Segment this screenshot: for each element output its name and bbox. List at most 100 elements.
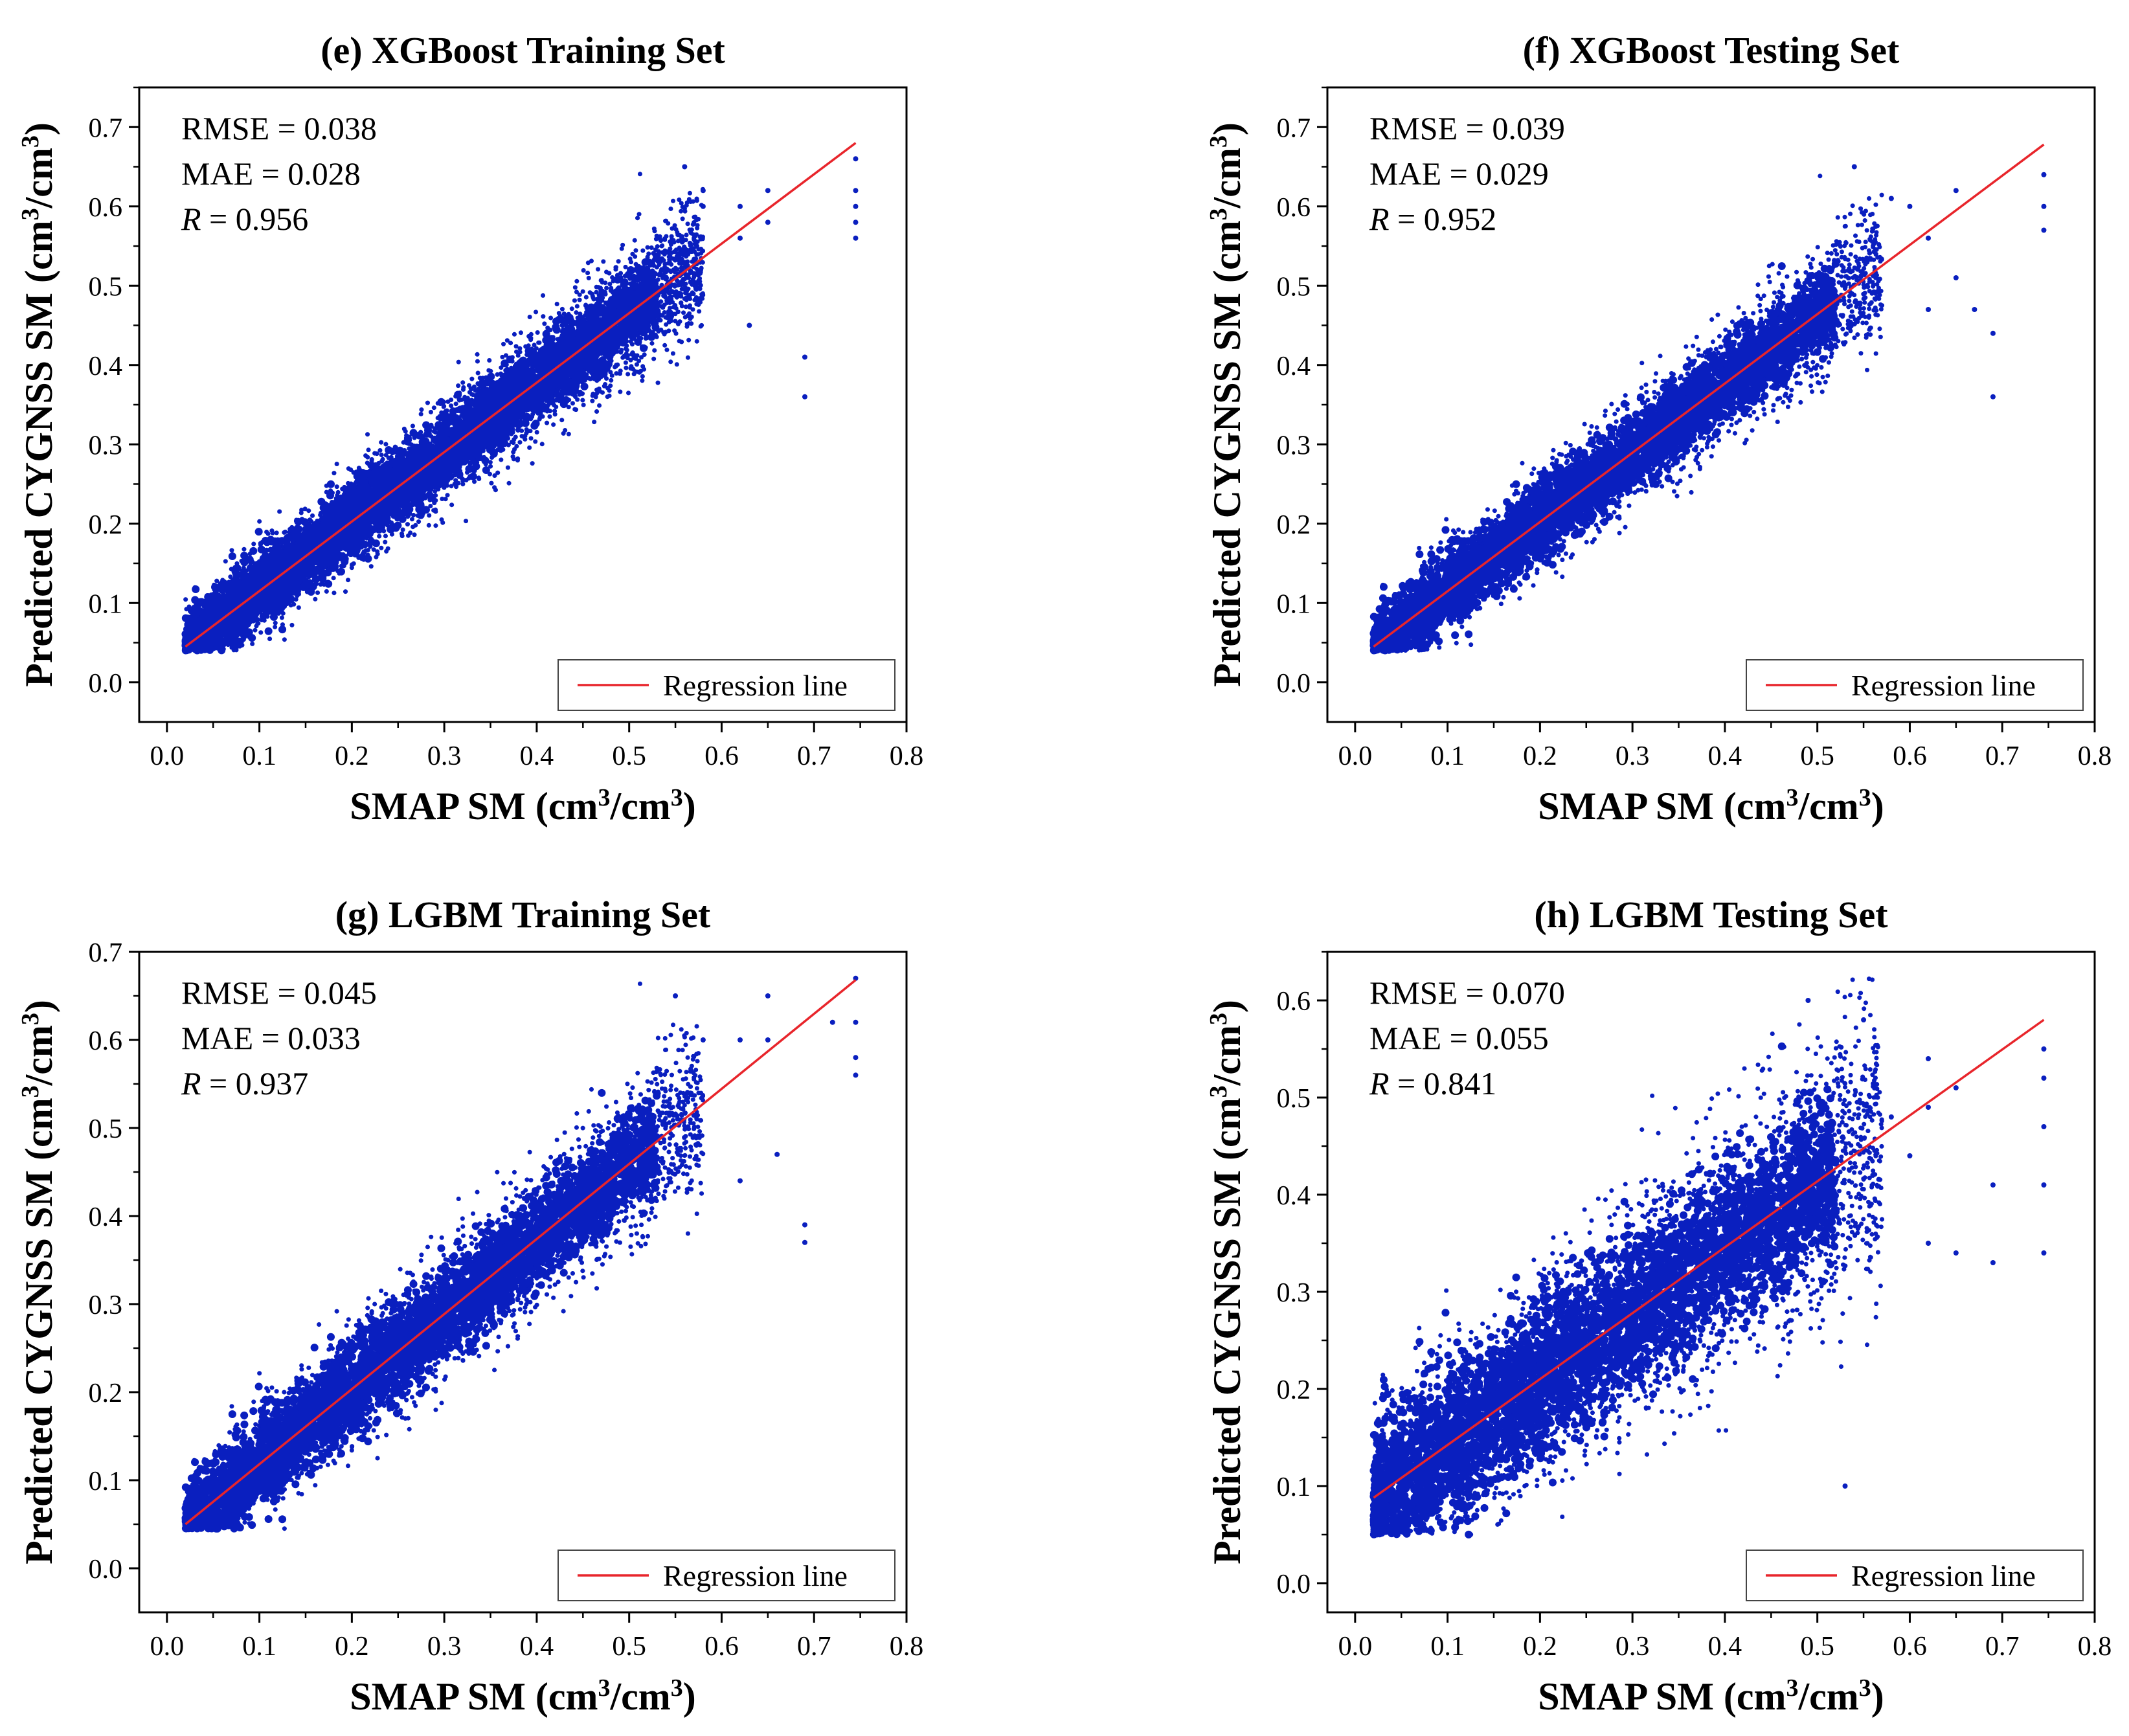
y-tick-label: 0.0: [1277, 669, 1311, 699]
y-tick-label: 0.4: [1277, 352, 1311, 381]
chart-title: (h) LGBM Testing Set: [1534, 894, 1888, 936]
x-tick-label: 0.0: [1338, 1632, 1373, 1662]
scatter-point-outlier: [1888, 196, 1894, 201]
stat-r-value: = 0.937: [201, 1065, 309, 1101]
scatter-point-outlier: [1870, 1173, 1876, 1178]
scatter-point-outlier: [1842, 1483, 1848, 1489]
x-tick-label: 0.4: [1708, 1632, 1742, 1662]
y-tick-label: 0.3: [89, 1291, 123, 1320]
legend-label: Regression line: [1851, 1559, 2036, 1592]
y-axis-label: Predicted CYGNSS SM (cm3/cm3): [17, 122, 60, 687]
scatter-point-outlier: [829, 1019, 835, 1025]
scatter-point-outlier: [802, 394, 807, 400]
axis-label-part: /cm: [610, 785, 671, 828]
x-axis-label: SMAP SM (cm3/cm3): [1538, 1674, 1884, 1718]
scatter-point-outlier: [1972, 307, 1977, 312]
scatter-point-outlier: [853, 203, 859, 209]
y-tick-label: 0.3: [89, 431, 123, 460]
x-tick-label: 0.5: [1800, 741, 1834, 771]
y-axis-label: Predicted CYGNSS SM (cm3/cm3): [1205, 1000, 1248, 1564]
x-tick-label: 0.1: [1430, 1632, 1465, 1662]
axis-label-part: /cm: [610, 1675, 671, 1718]
x-tick-label: 0.1: [242, 741, 276, 771]
stat-r-symbol: R: [1369, 201, 1390, 237]
axis-label-part: SMAP SM (cm: [350, 785, 598, 828]
x-tick-label: 0.5: [612, 741, 646, 771]
stat-r-value: = 0.841: [1390, 1065, 1497, 1101]
axis-label-part: 3: [1786, 1674, 1799, 1702]
axis-label-part: Predicted CYGNSS SM (cm: [1206, 1098, 1248, 1564]
scatter-point-outlier: [2041, 1046, 2047, 1052]
x-tick-label: 0.4: [520, 741, 554, 771]
scatter-point-outlier: [700, 203, 706, 209]
axis-label-part: 3: [1205, 208, 1232, 220]
plot-frame: [138, 951, 908, 1614]
panel-e: (e) XGBoost Training Set 0.0 0.1 0.2 0.3 0.4 0…: [17, 29, 923, 828]
x-tick-label: 0.0: [1338, 741, 1373, 771]
x-tick-label: 0.2: [1523, 1632, 1557, 1662]
x-tick-label: 0.0: [150, 1632, 185, 1662]
stat-r-value: = 0.956: [201, 201, 309, 237]
axis-label-part: /cm: [1206, 1025, 1248, 1086]
axis-label-part: 3: [671, 1674, 683, 1702]
scatter-point-outlier: [1888, 1114, 1894, 1120]
scatter-point-outlier: [682, 164, 688, 170]
scatter-point-outlier: [1953, 1250, 1959, 1256]
axis-label-part: 3: [1859, 784, 1871, 811]
scatter-point-outlier: [2041, 1250, 2047, 1256]
scatter-point-outlier: [673, 993, 679, 998]
scatter-point-outlier: [765, 220, 771, 225]
x-tick-label: 0.5: [612, 1632, 646, 1662]
legend-label: Regression line: [1851, 669, 2036, 702]
x-tick-label: 0.7: [1985, 741, 2020, 771]
scatter-point-outlier: [1990, 1260, 1996, 1265]
x-tick-label: 0.6: [1893, 741, 1927, 771]
scatter-point-outlier: [774, 1151, 780, 1157]
x-tick-label: 0.1: [242, 1632, 276, 1662]
axis-label-part: SMAP SM (cm: [1538, 785, 1786, 828]
scatter-point-outlier: [738, 1037, 743, 1043]
axis-label-part: /cm: [1798, 1675, 1859, 1718]
scatter-point-outlier: [853, 975, 859, 981]
axis-label-part: ): [1871, 785, 1884, 828]
x-tick-label: 0.4: [1708, 741, 1742, 771]
axis-label-part: ): [17, 122, 60, 135]
x-tick-label: 0.1: [1430, 741, 1465, 771]
y-tick-label: 0.2: [89, 1379, 123, 1408]
axis-label-part: 3: [1786, 784, 1799, 811]
x-axis-label: SMAP SM (cm3/cm3): [1538, 784, 1884, 828]
scatter-point-outlier: [738, 203, 743, 209]
axis-label-part: 3: [17, 135, 44, 148]
scatter-point-outlier: [1926, 1241, 1932, 1246]
scatter-point-outlier: [2041, 227, 2047, 233]
axis-label-part: /cm: [1798, 785, 1859, 828]
x-tick-label: 0.7: [1985, 1632, 2020, 1662]
scatter-point-outlier: [765, 1037, 771, 1043]
axis-label-part: 3: [17, 1013, 44, 1025]
y-tick-label: 0.0: [1277, 1570, 1311, 1599]
scatter-point-outlier: [765, 188, 771, 194]
scatter-point-outlier: [2041, 203, 2047, 209]
stat-r-value: = 0.952: [1390, 201, 1497, 237]
y-tick-label: 0.5: [89, 272, 123, 302]
scatter-point-outlier: [853, 188, 859, 194]
scatter-point-outlier: [802, 1222, 807, 1228]
stat-r-symbol: R: [1369, 1065, 1390, 1101]
scatter-core: [181, 1088, 661, 1533]
y-tick-label: 0.1: [89, 1467, 123, 1496]
scatter-point-outlier: [1953, 275, 1959, 280]
plot-frame: [1326, 951, 2096, 1614]
scatter-core: [1369, 260, 1840, 655]
scatter-points: [181, 156, 859, 655]
scatter-point-outlier: [738, 235, 743, 241]
y-tick-label: 0.2: [1277, 510, 1311, 540]
scatter-point-outlier: [1907, 203, 1913, 209]
scatter-point-outlier: [853, 220, 859, 225]
scatter-point-outlier: [1926, 1056, 1932, 1061]
y-tick-label: 0.5: [1277, 1084, 1311, 1114]
x-tick-label: 0.2: [1523, 741, 1557, 771]
x-tick-label: 0.8: [2078, 1632, 2112, 1662]
scatter-point-outlier: [1953, 1085, 1959, 1090]
axis-label-part: /cm: [17, 148, 60, 209]
